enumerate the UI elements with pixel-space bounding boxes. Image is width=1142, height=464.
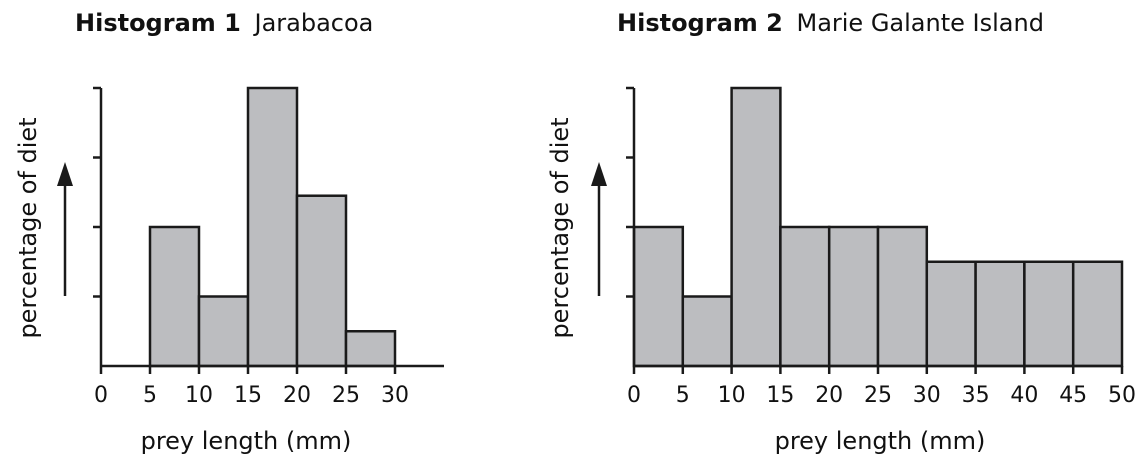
histogram-2-bar-10-15 <box>730 86 782 368</box>
histogram-1-y-axis-label: percentage of diet <box>14 117 42 338</box>
histogram-2-x-tick-label-30: 30 <box>913 383 941 408</box>
histogram-2-bar-15-20 <box>779 225 831 368</box>
histogram-1-x-tick-label-15: 15 <box>234 383 262 408</box>
histogram-2-y-arrow-icon <box>591 162 607 296</box>
histogram-2-x-tick-label-10: 10 <box>718 383 746 408</box>
histogram-2: Histogram 2 Marie Galante Island 0 5 10 15 2… <box>546 9 1136 455</box>
histogram-2-y-axis-label: percentage of diet <box>546 117 574 338</box>
histogram-2-x-tick-label-25: 25 <box>864 383 892 408</box>
histogram-2-title-bold: Histogram 2 <box>617 9 783 37</box>
histogram-1-title-name: Jarabacoa <box>252 9 373 37</box>
histogram-1-y-arrow-icon <box>57 162 73 296</box>
histogram-1-title-bold: Histogram 1 <box>75 9 241 37</box>
histogram-2-x-tick-label-50: 50 <box>1108 383 1136 408</box>
histogram-1-x-tick-label-25: 25 <box>332 383 360 408</box>
histogram-2-x-axis-label: prey length (mm) <box>775 427 986 455</box>
histogram-2-bar-45-50 <box>1071 260 1124 368</box>
histogram-2-title-name: Marie Galante Island <box>796 9 1043 37</box>
histogram-1-x-ticks: 0 5 10 15 20 25 30 <box>94 383 409 408</box>
histogram-2-x-tick-label-15: 15 <box>766 383 794 408</box>
histogram-1-x-tick-label-5: 5 <box>143 383 157 408</box>
histogram-2-x-ticks: 0 5 10 15 20 25 30 35 40 45 50 <box>627 383 1136 408</box>
histogram-2-bar-35-40 <box>974 260 1026 368</box>
histogram-1-bar-25-30 <box>344 330 397 368</box>
histogram-2-bar-40-45 <box>1023 260 1075 368</box>
histogram-1-bar-15-20 <box>246 86 299 368</box>
histogram-2-axes <box>626 86 1124 374</box>
histogram-2-bar-25-30 <box>876 225 929 368</box>
histogram-1-x-tick-label-20: 20 <box>283 383 311 408</box>
histogram-2-title: Histogram 2 Marie Galante Island <box>617 9 1044 37</box>
histogram-2-bar-5-10 <box>681 295 733 368</box>
histogram-1-bars <box>148 86 397 368</box>
histogram-2-x-tick-label-45: 45 <box>1059 383 1087 408</box>
histogram-2-bar-30-35 <box>925 260 977 368</box>
histogram-1-x-tick-label-10: 10 <box>185 383 213 408</box>
histogram-2-x-tick-label-35: 35 <box>962 383 990 408</box>
histogram-1-x-tick-label-30: 30 <box>381 383 409 408</box>
histogram-1: Histogram 1 Jarabacoa 0 5 10 15 20 25 30 prey … <box>14 9 444 455</box>
histogram-2-bar-20-25 <box>827 225 880 368</box>
histogram-1-bar-5-10 <box>148 225 201 368</box>
histogram-2-x-tick-label-40: 40 <box>1010 383 1038 408</box>
histogram-2-bars <box>632 86 1124 368</box>
histogram-2-x-tick-label-5: 5 <box>676 383 690 408</box>
histogram-1-bar-20-25 <box>295 194 348 368</box>
histogram-1-axes <box>93 86 444 374</box>
histogram-2-x-tick-label-0: 0 <box>627 383 641 408</box>
histogram-1-title: Histogram 1 Jarabacoa <box>75 9 373 37</box>
histogram-2-x-tick-label-20: 20 <box>815 383 843 408</box>
histogram-1-x-tick-label-0: 0 <box>94 383 108 408</box>
histogram-1-bar-10-15 <box>197 295 250 368</box>
histogram-2-bar-0-5 <box>632 225 685 368</box>
histogram-1-x-axis-label: prey length (mm) <box>141 427 352 455</box>
